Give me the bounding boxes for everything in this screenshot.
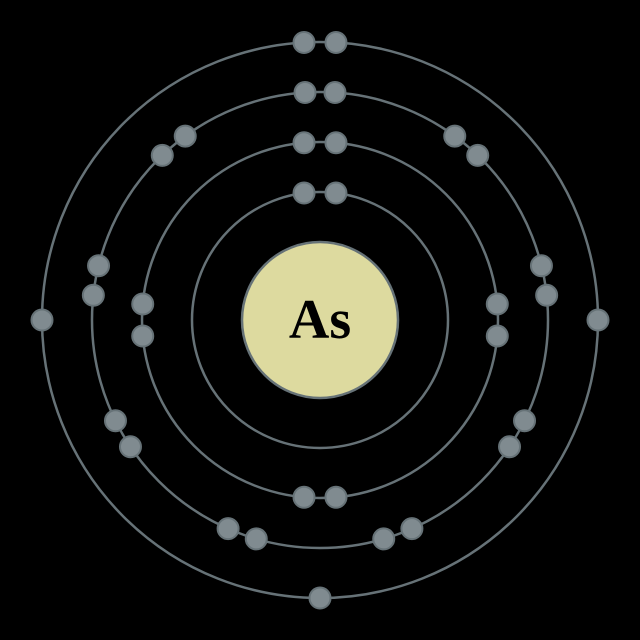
electron [295,82,316,103]
electron [294,132,315,153]
electron-shell-diagram: As [0,0,640,640]
electron [487,294,508,315]
electron [536,285,557,306]
electron [325,183,346,204]
electron [246,528,267,549]
electron [310,588,331,609]
electron [487,325,508,346]
electron [444,126,465,147]
electron [373,528,394,549]
electron [218,518,239,539]
electron [83,285,104,306]
electron [175,126,196,147]
electron [88,255,109,276]
electron [325,32,346,53]
electron [531,255,552,276]
electron [401,518,422,539]
electron [32,310,53,331]
electron [467,145,488,166]
electron [325,132,346,153]
electron [324,82,345,103]
electron [588,310,609,331]
electron [120,436,141,457]
nucleus: As [242,242,398,398]
electron [325,487,346,508]
electron [132,325,153,346]
electron [294,487,315,508]
electron [152,145,173,166]
electron [105,410,126,431]
electron [132,294,153,315]
electron [294,32,315,53]
element-symbol: As [289,289,351,351]
electron [499,436,520,457]
electron [294,183,315,204]
electron [514,410,535,431]
